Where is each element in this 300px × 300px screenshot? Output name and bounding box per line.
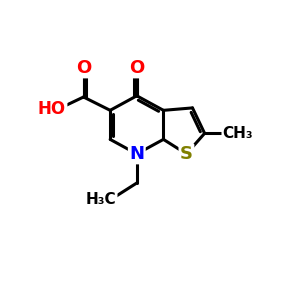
- Text: O: O: [76, 59, 91, 77]
- Text: H₃C: H₃C: [85, 192, 116, 207]
- Text: O: O: [129, 59, 144, 77]
- Text: CH₃: CH₃: [223, 126, 253, 141]
- Text: HO: HO: [38, 100, 66, 118]
- Text: S: S: [180, 145, 193, 163]
- Text: N: N: [129, 145, 144, 163]
